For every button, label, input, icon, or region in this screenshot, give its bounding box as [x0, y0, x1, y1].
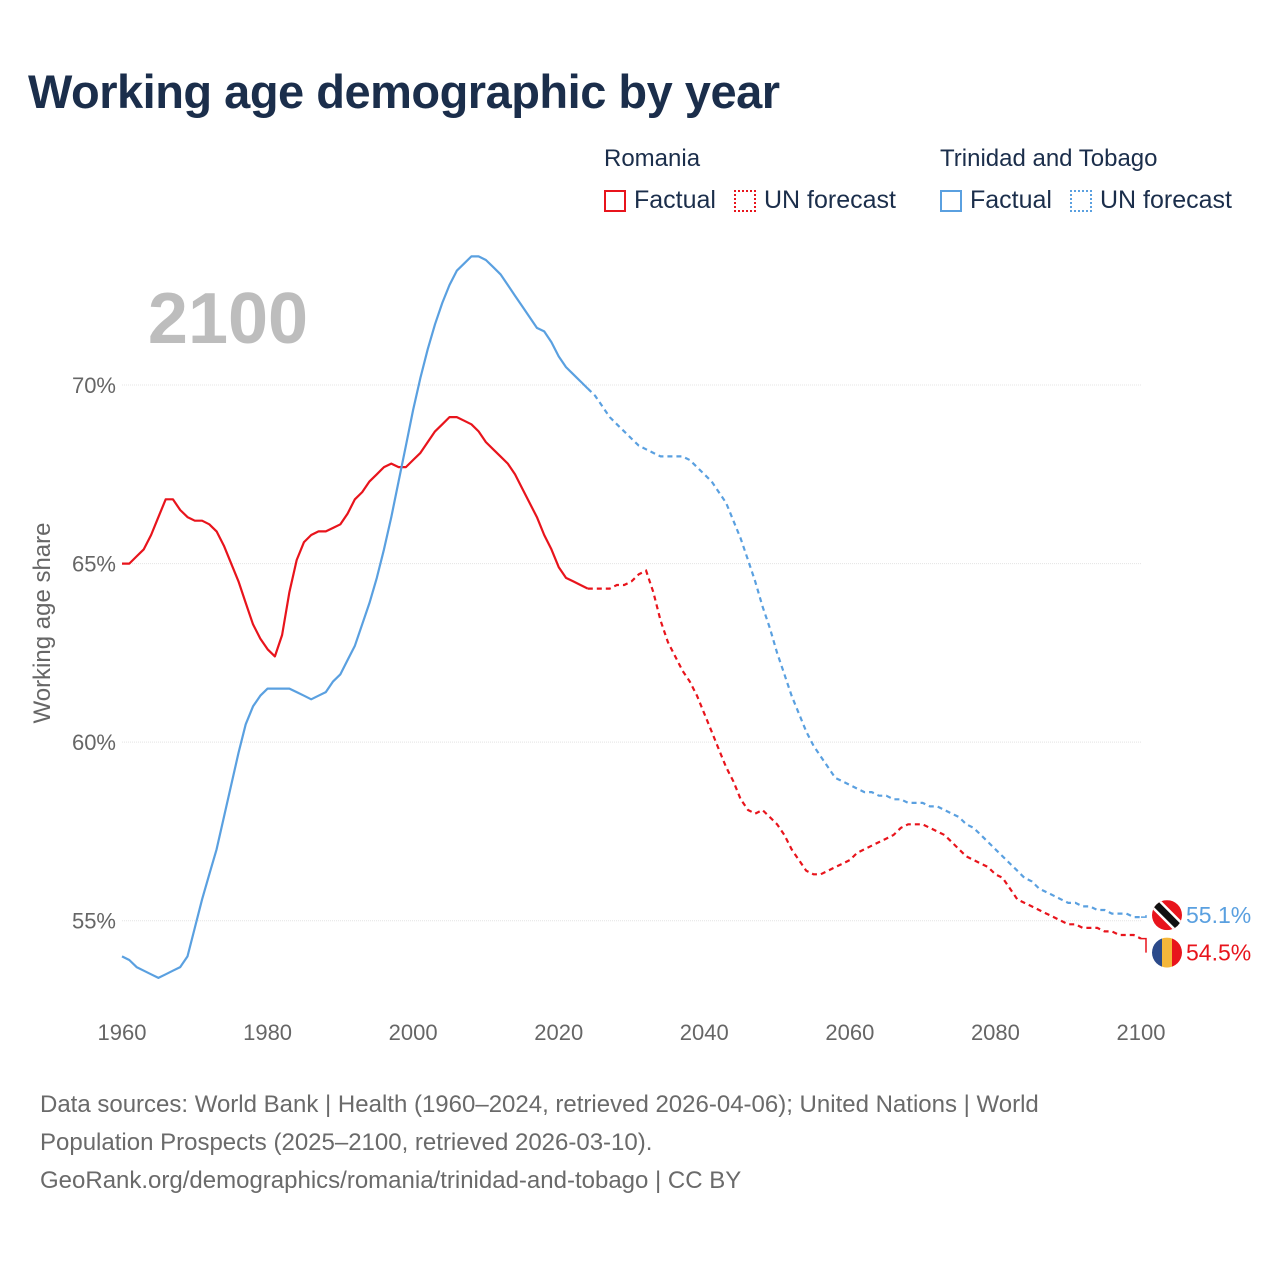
- x-tick-label: 2060: [825, 1020, 874, 1045]
- chart-title: Working age demographic by year: [28, 65, 780, 118]
- y-axis-label: Working age share: [29, 523, 56, 724]
- series-line-trinidad-and-tobago-factual: [121, 255, 589, 979]
- legend-item-trinidad-factual[interactable]: Factual: [940, 186, 1052, 215]
- x-tick-label: 2080: [971, 1020, 1020, 1045]
- end-markers: 55.1% 54.5%: [1141, 900, 1251, 968]
- series-lines: [121, 255, 1142, 979]
- legend-swatch-trinidad-factual: [940, 189, 962, 212]
- legend-label-trinidad-factual: Factual: [970, 186, 1052, 214]
- y-tick-label: 55%: [72, 909, 116, 934]
- x-tick-label: 2040: [680, 1020, 729, 1045]
- series-line-romania-forecast: [587, 569, 1142, 940]
- end-connector-romania: [1141, 937, 1147, 953]
- sources-line-2: Population Prospects (2025–2100, retriev…: [40, 1129, 653, 1156]
- y-tick-labels: 55% 60% 65% 70%: [72, 373, 116, 934]
- legend-item-romania-factual[interactable]: Factual: [604, 186, 716, 215]
- flag-band-yellow: [1162, 937, 1172, 968]
- legend-romania: Romania Factual UN forecast: [604, 144, 914, 215]
- end-label-romania: 54.5%: [1186, 940, 1251, 966]
- series-line-romania-factual: [122, 416, 589, 658]
- legend-swatch-romania-factual: [604, 189, 626, 212]
- series-line-trinidad-and-tobago-forecast: [587, 387, 1141, 919]
- legend-label-trinidad-forecast: UN forecast: [1099, 186, 1232, 214]
- y-tick-label: 70%: [72, 373, 116, 398]
- x-tick-label: 2000: [389, 1020, 438, 1045]
- x-tick-label: 2100: [1117, 1020, 1166, 1045]
- flag-band-red: [1172, 937, 1182, 968]
- gridlines: [122, 384, 1141, 922]
- sources-line-1: Data sources: World Bank | Health (1960–…: [40, 1091, 1039, 1118]
- flag-stripe-black: [1152, 900, 1182, 931]
- legend-trinidad-and-tobago: Trinidad and Tobago Factual UN forecast: [940, 144, 1250, 215]
- x-tick-label: 2020: [534, 1020, 583, 1045]
- legend-label-romania-forecast: UN forecast: [763, 186, 896, 214]
- line-chart: 2100 55% 60% 65% 70% 1960 1980 2000 2020 2040 20…: [29, 255, 1251, 1045]
- y-tick-label: 65%: [72, 552, 116, 577]
- legend-label-romania-factual: Factual: [634, 186, 716, 214]
- legend-swatch-romania-forecast: [733, 189, 756, 212]
- sources-line-3[interactable]: GeoRank.org/demographics/romania/trinida…: [40, 1167, 742, 1194]
- x-tick-label: 1960: [98, 1020, 147, 1045]
- end-label-trinidad: 55.1%: [1186, 902, 1251, 928]
- year-watermark: 2100: [148, 279, 308, 359]
- legend-item-romania-forecast[interactable]: UN forecast: [733, 186, 896, 215]
- romania-flag-icon: [1152, 937, 1182, 968]
- flag-band-blue: [1152, 937, 1162, 968]
- x-tick-label: 1980: [243, 1020, 292, 1045]
- x-tick-labels: 1960 1980 2000 2020 2040 2060 2080 2100: [98, 1020, 1166, 1045]
- trinidad-flag-icon: [1152, 900, 1182, 931]
- end-connector-trinidad: [1141, 915, 1147, 918]
- legend-country-trinidad-and-tobago: Trinidad and Tobago: [940, 145, 1158, 172]
- legend-item-trinidad-forecast[interactable]: UN forecast: [1069, 186, 1232, 215]
- data-sources: Data sources: World Bank | Health (1960–…: [40, 1086, 1240, 1200]
- y-tick-label: 60%: [72, 730, 116, 755]
- legend-country-romania: Romania: [604, 145, 701, 172]
- legend-swatch-trinidad-forecast: [1069, 189, 1092, 212]
